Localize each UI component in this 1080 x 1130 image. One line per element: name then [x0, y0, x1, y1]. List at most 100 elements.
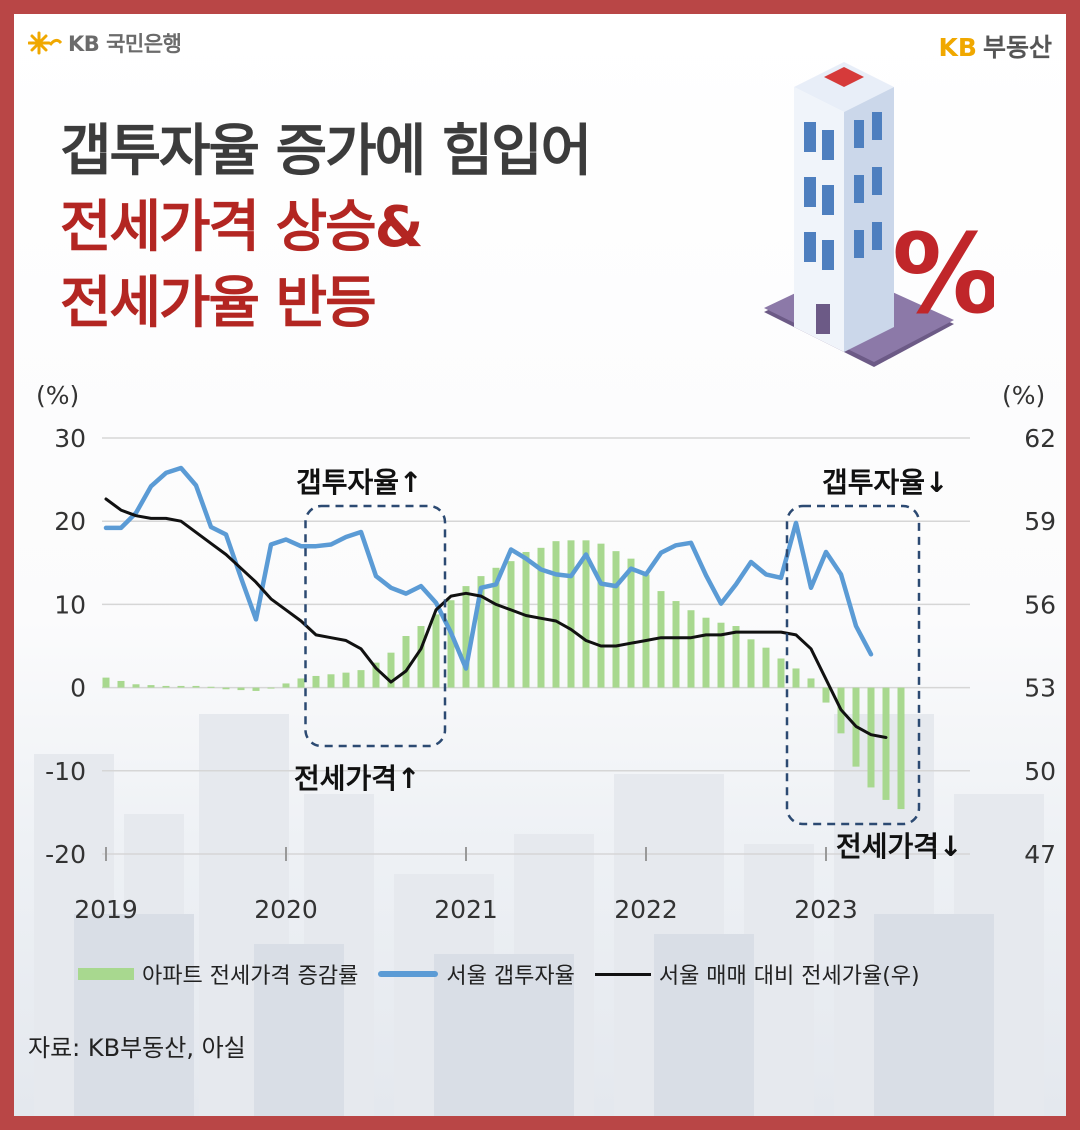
kb-bank-name: KB 국민은행 [68, 32, 182, 56]
bar [702, 617, 710, 688]
card-frame: KB 국민은행 KB 부동산 갭투자율 증가에 힘입어 전세가격 상승& 전세가율… [14, 14, 1066, 1116]
bar [402, 636, 410, 688]
bar [267, 687, 275, 689]
legend-item-bar: 아파트 전세가격 증감률 [78, 958, 358, 990]
bar [762, 647, 770, 688]
bar [207, 686, 215, 688]
bar [882, 687, 890, 800]
bar [177, 685, 185, 688]
bar [642, 574, 650, 688]
annotation-jeonse-down: 전세가격↓ [836, 830, 963, 863]
bar [492, 567, 500, 688]
source-note: 자료: KB부동산, 아실 [28, 1034, 246, 1062]
bar [117, 680, 125, 688]
kb-realestate-logo: KB 부동산 [939, 28, 1052, 64]
legend-item-blue: 서울 갭투자율 [378, 958, 575, 990]
title-line-3: 전세가율 반등 [60, 271, 377, 336]
line-seoul-jeonse-ratio [104, 497, 888, 739]
left-tick-label: 20 [54, 507, 86, 536]
left-tick-label: 30 [54, 424, 86, 453]
right-tick-label: 50 [1024, 757, 1056, 786]
bar [312, 675, 320, 688]
bar [792, 668, 800, 688]
bar [387, 652, 395, 688]
bar [162, 685, 170, 688]
kb-bank-logo: KB 국민은행 [28, 28, 182, 58]
left-tick-label: 0 [70, 674, 86, 703]
bar [522, 551, 530, 688]
title-line-2: 전세가격 상승& [60, 195, 423, 260]
bar [747, 639, 755, 688]
bar [297, 678, 305, 688]
legend-item-black: 서울 매매 대비 전세가율(우) [594, 958, 920, 990]
building-percent-icon: % [764, 62, 994, 367]
bar [567, 540, 575, 688]
kb-brand: KB [938, 33, 977, 62]
bar-series [102, 540, 905, 810]
bar [192, 685, 200, 688]
right-tick-label: 47 [1024, 840, 1056, 869]
left-tick-label: -20 [45, 840, 86, 869]
bar [342, 672, 350, 688]
chart-grid [102, 437, 970, 855]
bar [432, 614, 440, 688]
bar [867, 687, 875, 788]
bar [327, 674, 335, 688]
annotation-gap-up: 갭투자율↑ [296, 466, 423, 499]
annotation-jeonse-up: 전세가격↑ [294, 762, 421, 795]
legend-label-blue: 서울 갭투자율 [446, 964, 575, 989]
left-tick-label: -10 [45, 757, 86, 786]
bar [252, 687, 260, 691]
bar [582, 540, 590, 688]
bar [807, 678, 815, 688]
bar [657, 591, 665, 688]
right-axis-unit: (%) [1002, 381, 1045, 410]
bar [732, 626, 740, 688]
brand-name: 부동산 [982, 33, 1052, 62]
bar [672, 601, 680, 688]
bar [627, 558, 635, 688]
bar [552, 541, 560, 688]
legend-label-bar: 아파트 전세가격 증감률 [142, 964, 359, 989]
bar [237, 687, 245, 691]
legend-swatch-green [78, 968, 134, 980]
x-tick-label: 2020 [254, 895, 318, 924]
bar [687, 610, 695, 688]
x-tick-label: 2019 [74, 895, 138, 924]
left-tick-label: 10 [54, 590, 86, 619]
page-title: 갭투자율 증가에 힘입어 전세가격 상승& 전세가율 반등 [60, 114, 592, 342]
x-axis-ticks: 2019 2020 2021 2022 2023 [74, 847, 858, 924]
left-axis-unit: (%) [36, 381, 79, 410]
x-tick-label: 2022 [614, 895, 678, 924]
highlight-boxes [304, 504, 921, 826]
kb-star-icon [28, 31, 62, 55]
title-line-1: 갭투자율 증가에 힘입어 [60, 119, 592, 184]
bar [717, 622, 725, 688]
highlight-box-2023 [785, 504, 921, 826]
bar [822, 687, 830, 703]
chart-legend: 아파트 전세가격 증감률 서울 갭투자율 서울 매매 대비 전세가율(우) [78, 958, 920, 990]
bar [222, 687, 230, 690]
bar [417, 626, 425, 688]
y-axis-ticks: 30 62 20 59 10 56 0 53 -10 50 -20 47 [45, 424, 1056, 869]
bar [147, 685, 155, 688]
bar [777, 658, 785, 688]
bar [462, 586, 470, 688]
bar [612, 551, 620, 688]
bar [897, 687, 905, 810]
bar [477, 576, 485, 688]
skyline-background [34, 714, 1044, 1116]
legend-label-black: 서울 매매 대비 전세가율(우) [658, 964, 920, 989]
right-tick-label: 53 [1024, 674, 1056, 703]
bar [507, 561, 515, 688]
bar [372, 662, 380, 688]
legend-swatch-blue [378, 971, 439, 977]
highlight-box-2020 [304, 504, 447, 748]
right-tick-label: 62 [1024, 424, 1056, 453]
bar [357, 670, 365, 688]
bar [132, 684, 140, 688]
bar [102, 677, 110, 688]
x-tick-label: 2021 [434, 895, 498, 924]
line-seoul-gap-investment [103, 465, 874, 671]
